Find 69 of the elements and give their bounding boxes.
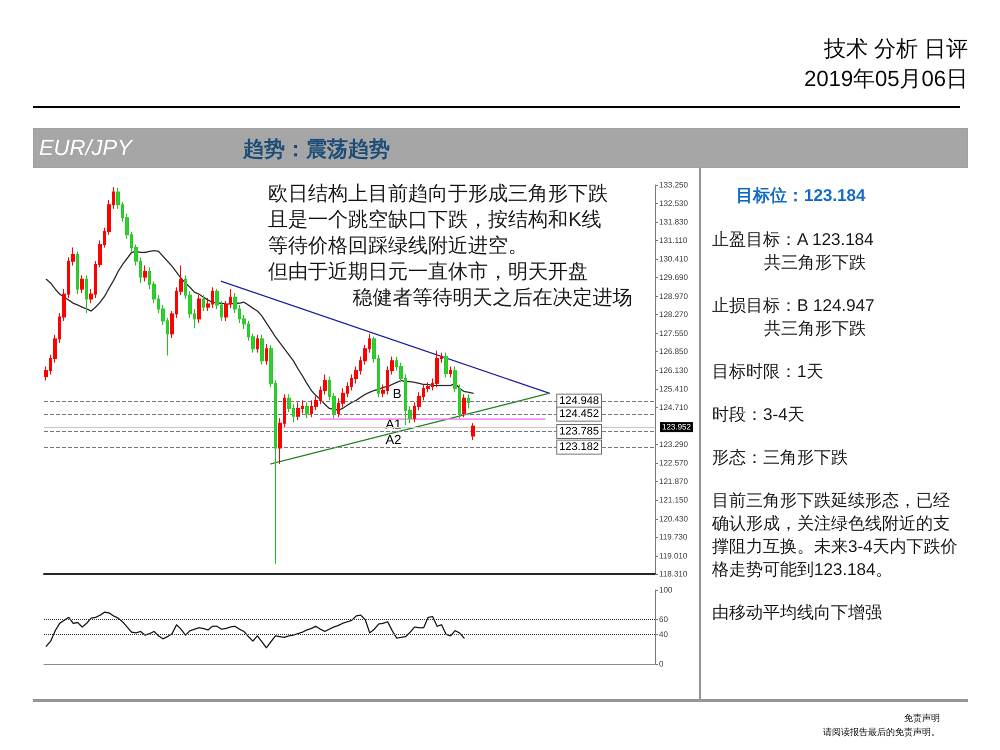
- y-tick-label: 118.310: [659, 570, 688, 578]
- ref-line-label: 123.952: [662, 422, 692, 432]
- text: 止盈目标：A 123.184 共三角形下跌: [712, 229, 875, 274]
- y-tick-label: 121.870: [659, 476, 688, 486]
- text: 形态：三角形下跌: [712, 447, 849, 469]
- candlestick: [256, 334, 259, 354]
- candlestick: [296, 402, 300, 421]
- text: 免责声明: [904, 712, 940, 725]
- chart-subtitle: 趋势：震荡趋势: [243, 135, 390, 163]
- y-tick-label: 0: [659, 660, 664, 668]
- y-tick-label: 122.570: [659, 458, 688, 468]
- candlestick: [449, 366, 452, 378]
- candlestick: [435, 350, 439, 388]
- y-tick-label: 40: [659, 630, 668, 639]
- ref-line-label: 123.785: [559, 425, 600, 438]
- y-tick-label: 128.970: [659, 292, 688, 301]
- candlestick: [305, 402, 309, 419]
- y-tick-label: 123.290: [659, 440, 688, 449]
- y-tick-label: 60: [659, 615, 668, 624]
- annotation: 欧日结构上目前趋向于形成三角形下跌: [268, 183, 608, 205]
- candlestick: [260, 334, 264, 366]
- y-tick-label: 126.850: [659, 347, 688, 356]
- text: 由移动平均线向下增强: [712, 602, 883, 624]
- candlestick: [85, 274, 88, 314]
- y-tick-label: 100: [659, 586, 673, 594]
- y-tick-label: 119.730: [659, 532, 688, 542]
- ref-line-label: 124.948: [559, 395, 600, 408]
- candlestick: [143, 264, 147, 282]
- y-tick-label: 131.830: [659, 217, 688, 226]
- annotation: 但由于近期日元一直休市，明天开盘: [268, 261, 588, 283]
- candlestick: [471, 422, 475, 440]
- ref-line-label: 123.182: [559, 441, 600, 454]
- text: 目标位：123.184: [735, 185, 866, 207]
- text: 技术 分析 日评: [824, 35, 968, 63]
- annotation: 等待价格回踩绿线附近进空。: [268, 235, 528, 257]
- candlestick: [265, 343, 268, 366]
- candlestick: [467, 394, 470, 409]
- candlestick: [76, 250, 79, 295]
- annotation: B: [392, 386, 402, 402]
- text: 目标时限：1天: [712, 361, 824, 383]
- annotation: 且是一个跳空缺口下跌，按结构和K线: [268, 209, 602, 231]
- chart-title: EUR/JPY: [39, 135, 132, 161]
- candlestick: [197, 294, 201, 324]
- candlestick: [444, 352, 448, 378]
- annotation: A2: [386, 432, 402, 448]
- y-tick-label: 126.130: [659, 366, 688, 375]
- annotation: 稳健者等待明天之后在决定进场: [352, 287, 633, 309]
- y-tick-label: 133.250: [659, 180, 688, 190]
- y-tick-label: 124.710: [659, 402, 688, 412]
- text: 止损目标：B 124.947 共三角形下跌: [712, 295, 876, 340]
- line-series: [46, 612, 465, 648]
- y-tick-label: 131.110: [659, 236, 688, 246]
- text: 2019年05月06日: [804, 65, 968, 93]
- y-tick-label: 120.430: [659, 514, 688, 524]
- y-tick-label: 127.550: [659, 328, 688, 338]
- y-tick-label: 125.410: [659, 384, 688, 394]
- y-tick-label: 119.010: [659, 551, 688, 560]
- candlestick: [80, 274, 84, 294]
- candlestick: [202, 294, 205, 312]
- y-tick-label: 132.530: [659, 199, 688, 208]
- ref-line-label: 124.452: [559, 408, 600, 420]
- text: 请阅读报告最后的免责声明。: [823, 726, 940, 739]
- text: 目前三角形下跌延续形态，已经确认形成，关注绿色线附近的支撑阻力互换。未来3-4天内下跌价格走势可能到123.184。: [712, 490, 959, 581]
- y-tick-label: 129.690: [659, 273, 688, 282]
- candlestick: [462, 394, 466, 418]
- text: 时段：3-4天: [712, 404, 806, 426]
- y-tick-label: 130.410: [659, 254, 688, 264]
- y-tick-label: 121.150: [659, 496, 688, 505]
- y-tick-label: 128.270: [659, 310, 688, 320]
